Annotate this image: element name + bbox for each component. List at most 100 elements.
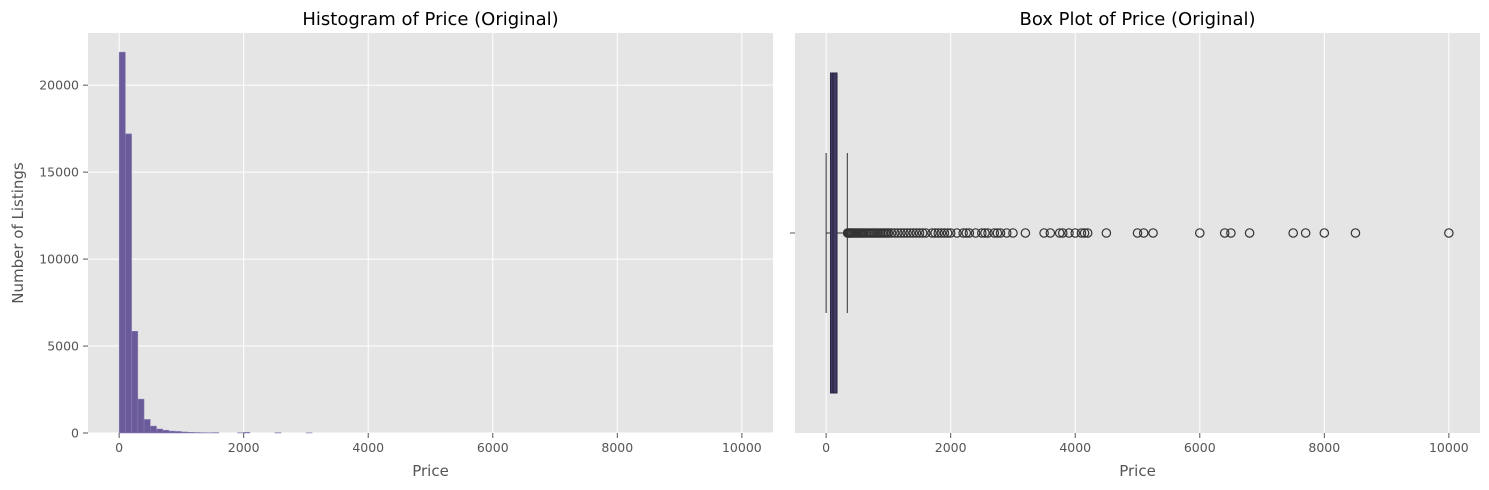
outlier-point — [927, 228, 937, 238]
outlier-point — [905, 228, 916, 238]
outlier-point — [964, 228, 975, 238]
histogram-bar — [137, 398, 145, 434]
histogram-bar — [150, 425, 157, 434]
histogram-bar — [193, 432, 201, 434]
outlier-point — [1300, 228, 1311, 238]
outlier-point — [980, 228, 990, 238]
outlier-point — [896, 228, 906, 238]
histogram-bar — [243, 432, 251, 434]
histogram-bar — [162, 429, 170, 434]
histogram-bar — [187, 432, 195, 434]
histogram-bar — [125, 133, 132, 434]
histogram-bar — [131, 331, 139, 434]
outlier-point — [1064, 228, 1074, 238]
y-tick-label: 0 — [71, 426, 79, 441]
x-tick-label: 6000 — [1184, 440, 1216, 455]
outlier-point — [883, 228, 894, 238]
histogram-plot-area — [88, 33, 773, 433]
x-tick-label: 2000 — [228, 440, 260, 455]
histogram-bar — [181, 431, 188, 434]
outlier-point — [1082, 228, 1093, 238]
outlier-point — [1070, 228, 1081, 238]
x-tick-label: 10000 — [1429, 440, 1469, 455]
x-tick-label: 2000 — [935, 440, 967, 455]
outlier-point — [1226, 228, 1236, 238]
outlier-point — [917, 228, 928, 238]
outlier-point — [1045, 228, 1056, 238]
histogram-bar — [156, 428, 163, 434]
outlier-point — [961, 228, 972, 238]
outlier-point — [886, 228, 897, 238]
histogram-bars — [118, 51, 313, 434]
outlier-point — [899, 228, 909, 238]
outlier-point — [1076, 228, 1087, 238]
outlier-point — [930, 228, 940, 238]
outlier-point — [992, 228, 1003, 238]
outlier-point — [1054, 228, 1065, 238]
x-tick-label: 0 — [115, 440, 123, 455]
boxplot-grid — [825, 33, 1450, 433]
boxplot-plot-area — [795, 33, 1480, 433]
outlier-point — [942, 228, 953, 238]
outlier-point — [1008, 228, 1018, 238]
histogram-bar — [143, 419, 151, 434]
boxplot-panel: 0 2000 4000 6000 8000 10000 Box Plot of Price… — [790, 9, 1480, 480]
outlier-point — [911, 228, 922, 238]
outlier-point — [1138, 228, 1149, 238]
histogram-bar — [168, 430, 176, 434]
histogram-y-axis-label: Number of Listings — [9, 162, 27, 304]
outlier-point — [1219, 228, 1230, 238]
outlier-point — [1039, 228, 1049, 238]
outlier-point — [914, 228, 925, 238]
outlier-point — [1148, 228, 1158, 238]
outlier-point — [1020, 228, 1031, 238]
outlier-point — [1350, 228, 1361, 238]
outlier-point — [939, 228, 950, 238]
x-tick-label: 6000 — [477, 440, 509, 455]
y-tick-label: 5000 — [47, 339, 79, 354]
outlier-point — [889, 228, 900, 238]
x-tick-label: 8000 — [601, 440, 633, 455]
x-tick-label: 8000 — [1308, 440, 1340, 455]
histogram-bar — [118, 51, 126, 434]
outlier-point — [1132, 228, 1143, 238]
outlier-point — [1319, 228, 1330, 238]
y-tick-label: 20000 — [39, 78, 79, 93]
histogram-x-axis-label: Price — [412, 462, 449, 480]
outlier-point — [970, 228, 981, 238]
outlier-point — [1194, 228, 1205, 238]
x-tick-label: 4000 — [1059, 440, 1091, 455]
outlier-point — [902, 228, 912, 238]
outlier-point — [936, 228, 947, 238]
outlier-point — [952, 228, 962, 238]
outlier-point — [1288, 228, 1298, 238]
x-tick-label: 0 — [822, 440, 830, 455]
outlier-point — [989, 228, 1000, 238]
outlier-point — [1001, 228, 1012, 238]
histogram-x-ticks: 0 2000 4000 6000 8000 10000 — [115, 433, 762, 455]
outlier-point — [920, 228, 931, 238]
x-tick-label: 10000 — [722, 440, 762, 455]
outlier-point — [1079, 228, 1090, 238]
outlier-point — [908, 228, 919, 238]
boxplot-outliers — [842, 228, 1454, 238]
interquartile-box — [829, 72, 838, 394]
y-tick-label: 15000 — [39, 165, 79, 180]
outlier-point — [995, 228, 1006, 238]
boxplot-x-ticks: 0 2000 4000 6000 8000 10000 — [822, 433, 1469, 455]
outlier-point — [983, 228, 993, 238]
outlier-point — [1444, 228, 1454, 238]
histogram-title: Histogram of Price (Original) — [302, 9, 558, 30]
histogram-panel: 0 2000 4000 6000 8000 10000 0 5000 10000 15000 20… — [9, 9, 773, 480]
x-tick-label: 4000 — [352, 440, 384, 455]
histogram-y-ticks: 0 5000 10000 15000 20000 — [39, 78, 88, 441]
outlier-point — [1057, 228, 1068, 238]
outlier-point — [933, 228, 944, 238]
outlier-point — [958, 228, 968, 238]
outlier-point — [1244, 228, 1255, 238]
boxplot-x-axis-label: Price — [1119, 462, 1156, 480]
y-tick-label: 10000 — [39, 252, 79, 267]
outlier-point — [945, 228, 956, 238]
outlier-point — [977, 228, 987, 238]
outlier-point — [892, 228, 903, 238]
